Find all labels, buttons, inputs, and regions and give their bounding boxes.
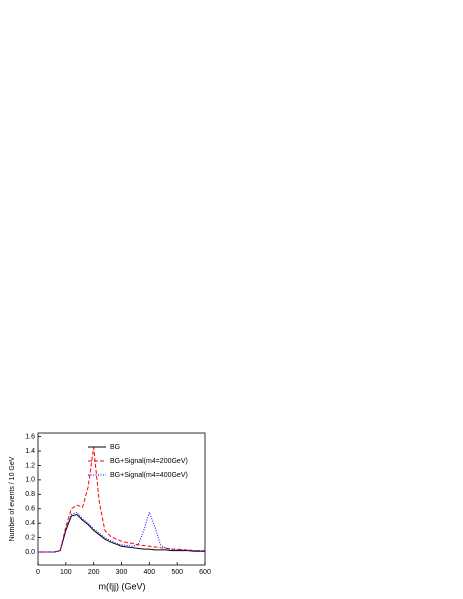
legend-label: BG+Signal(m4=200GeV) [110, 458, 188, 465]
series-line [38, 513, 205, 553]
y-tick-label: 0.0 [25, 549, 35, 556]
x-tick-label: 600 [199, 569, 211, 576]
y-tick-label: 0.6 [25, 506, 35, 513]
x-tick-label: 400 [143, 569, 155, 576]
y-tick-label: 1.0 [25, 477, 35, 484]
y-tick-label: 0.4 [25, 520, 35, 527]
series-line [38, 510, 206, 553]
legend-label: BG+Signal(m4=400GeV) [110, 472, 188, 479]
y-tick-label: 1.2 [25, 462, 35, 469]
y-tick-label: 0.8 [25, 491, 35, 498]
y-tick-label: 1.6 [25, 433, 35, 440]
plot-frame [37, 432, 206, 566]
y-tick-label: 1.4 [25, 448, 35, 455]
y-axis-label: Number of events / 10 GeV [9, 456, 16, 541]
y-tick-label: 0.2 [25, 534, 35, 541]
legend-label: BG [110, 444, 120, 451]
x-tick-label: 500 [171, 569, 183, 576]
x-tick-label: 0 [36, 569, 40, 576]
x-tick-label: 300 [116, 569, 128, 576]
x-tick-label: 100 [60, 569, 72, 576]
series-line [38, 447, 205, 553]
x-axis-label: m(ℓjj) (GeV) [99, 581, 146, 591]
x-tick-label: 200 [88, 569, 100, 576]
